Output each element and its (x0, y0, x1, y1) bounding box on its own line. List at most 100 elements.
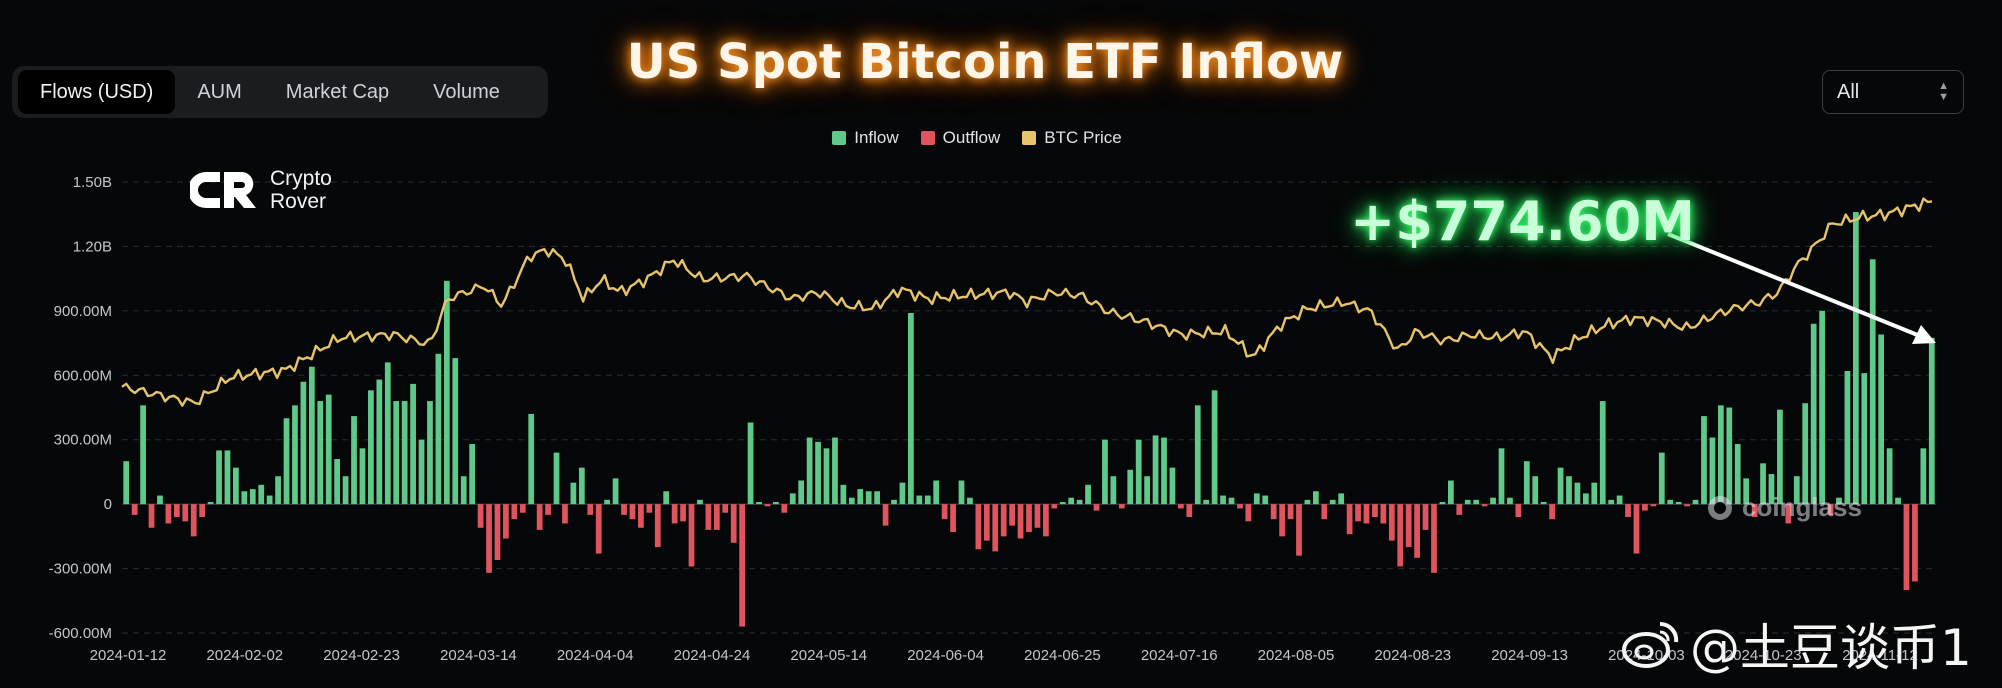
inflow-bar[interactable] (1557, 467, 1564, 505)
inflow-bar[interactable] (443, 280, 450, 505)
outflow-bar[interactable] (562, 504, 568, 524)
inflow-bar[interactable] (1616, 495, 1623, 505)
outflow-bar[interactable] (536, 504, 543, 530)
inflow-bar[interactable] (857, 489, 864, 505)
inflow-bar[interactable] (317, 401, 324, 505)
inflow-bar[interactable] (1161, 437, 1167, 505)
inflow-bar[interactable] (1329, 499, 1336, 505)
inflow-bar[interactable] (123, 461, 130, 505)
inflow-bar[interactable] (216, 450, 222, 505)
inflow-bar[interactable] (1599, 401, 1606, 505)
inflow-bar[interactable] (1768, 474, 1775, 505)
inflow-bar[interactable] (427, 401, 433, 505)
outflow-bar[interactable] (671, 504, 678, 524)
inflow-bar[interactable] (1203, 499, 1210, 505)
outflow-bar[interactable] (629, 504, 636, 520)
outflow-bar[interactable] (1650, 504, 1657, 507)
inflow-bar[interactable] (908, 313, 914, 505)
outflow-bar[interactable] (992, 504, 999, 552)
inflow-bar[interactable] (578, 467, 585, 505)
inflow-bar[interactable] (967, 497, 973, 505)
outflow-bar[interactable] (165, 504, 172, 524)
outflow-bar[interactable] (1355, 504, 1361, 522)
outflow-bar[interactable] (486, 504, 492, 573)
inflow-bar[interactable] (1076, 499, 1083, 505)
inflow-bar[interactable] (1313, 491, 1319, 505)
inflow-bar[interactable] (224, 450, 231, 505)
outflow-bar[interactable] (1321, 504, 1328, 520)
inflow-bar[interactable] (1169, 467, 1176, 505)
outflow-bar[interactable] (983, 504, 990, 541)
outflow-bar[interactable] (722, 504, 729, 513)
inflow-bar[interactable] (1447, 480, 1454, 505)
inflow-bar[interactable] (1895, 497, 1901, 505)
inflow-bar[interactable] (1059, 502, 1066, 505)
inflow-bar[interactable] (1793, 476, 1800, 505)
inflow-bar[interactable] (528, 413, 535, 505)
inflow-bar[interactable] (401, 401, 408, 505)
range-select[interactable]: All ▲ ▼ (1822, 70, 1964, 114)
inflow-bar[interactable] (1540, 502, 1547, 505)
inflow-bar[interactable] (1717, 405, 1724, 505)
outflow-bar[interactable] (1051, 504, 1058, 509)
outflow-bar[interactable] (654, 504, 661, 548)
inflow-bar[interactable] (1726, 407, 1733, 505)
outflow-bar[interactable] (190, 504, 197, 537)
inflow-bar[interactable] (1608, 499, 1615, 505)
inflow-bar[interactable] (1194, 405, 1201, 505)
inflow-bar[interactable] (924, 495, 931, 505)
outflow-bar[interactable] (764, 504, 771, 507)
inflow-bar[interactable] (899, 482, 906, 505)
inflow-bar[interactable] (756, 502, 762, 505)
outflow-bar[interactable] (503, 504, 509, 539)
inflow-bar[interactable] (798, 480, 805, 505)
inflow-bar[interactable] (848, 497, 855, 505)
inflow-bar[interactable] (1810, 323, 1817, 505)
inflow-bar[interactable] (207, 502, 214, 505)
outflow-bar[interactable] (1363, 504, 1370, 524)
inflow-bar[interactable] (958, 480, 965, 505)
outflow-bar[interactable] (1034, 504, 1041, 528)
outflow-bar[interactable] (1388, 504, 1395, 541)
outflow-bar[interactable] (1625, 504, 1631, 518)
inflow-bar[interactable] (747, 422, 754, 505)
inflow-bar[interactable] (823, 448, 830, 505)
outflow-bar[interactable] (595, 504, 602, 554)
outflow-bar[interactable] (148, 504, 155, 528)
outflow-bar[interactable] (494, 504, 501, 560)
inflow-bar[interactable] (1878, 334, 1885, 505)
inflow-bar[interactable] (1211, 390, 1218, 505)
outflow-bar[interactable] (1372, 504, 1378, 518)
inflow-bar[interactable] (418, 439, 425, 505)
outflow-bar[interactable] (1481, 504, 1488, 507)
legend-item-btc-price[interactable]: BTC Price (1022, 128, 1122, 148)
outflow-bar[interactable] (713, 504, 720, 530)
inflow-bar[interactable] (1144, 476, 1150, 505)
inflow-bar[interactable] (233, 467, 239, 505)
inflow-bar[interactable] (1464, 499, 1471, 505)
inflow-bar[interactable] (1886, 448, 1893, 505)
outflow-bar[interactable] (739, 504, 746, 627)
inflow-bar[interactable] (612, 478, 619, 505)
inflow-bar[interactable] (300, 381, 307, 505)
inflow-bar[interactable] (1861, 373, 1868, 505)
inflow-bar[interactable] (140, 405, 146, 505)
inflow-bar[interactable] (1532, 476, 1539, 505)
outflow-bar[interactable] (1827, 504, 1834, 515)
tab-aum[interactable]: AUM (197, 80, 242, 103)
inflow-bar[interactable] (1439, 502, 1446, 505)
outflow-bar[interactable] (477, 504, 484, 528)
outflow-bar[interactable] (781, 504, 788, 513)
inflow-bar[interactable] (865, 491, 872, 505)
outflow-bar[interactable] (1000, 504, 1007, 537)
inflow-bar[interactable] (275, 476, 281, 505)
outflow-bar[interactable] (587, 504, 594, 515)
legend-item-inflow[interactable]: Inflow (832, 128, 899, 148)
inflow-bar[interactable] (1928, 337, 1935, 505)
inflow-bar[interactable] (1262, 495, 1269, 505)
outflow-bar[interactable] (1751, 504, 1758, 518)
inflow-bar[interactable] (1760, 463, 1766, 505)
outflow-bar[interactable] (1903, 504, 1910, 591)
inflow-bar[interactable] (1498, 448, 1505, 505)
inflow-bar[interactable] (604, 499, 611, 505)
